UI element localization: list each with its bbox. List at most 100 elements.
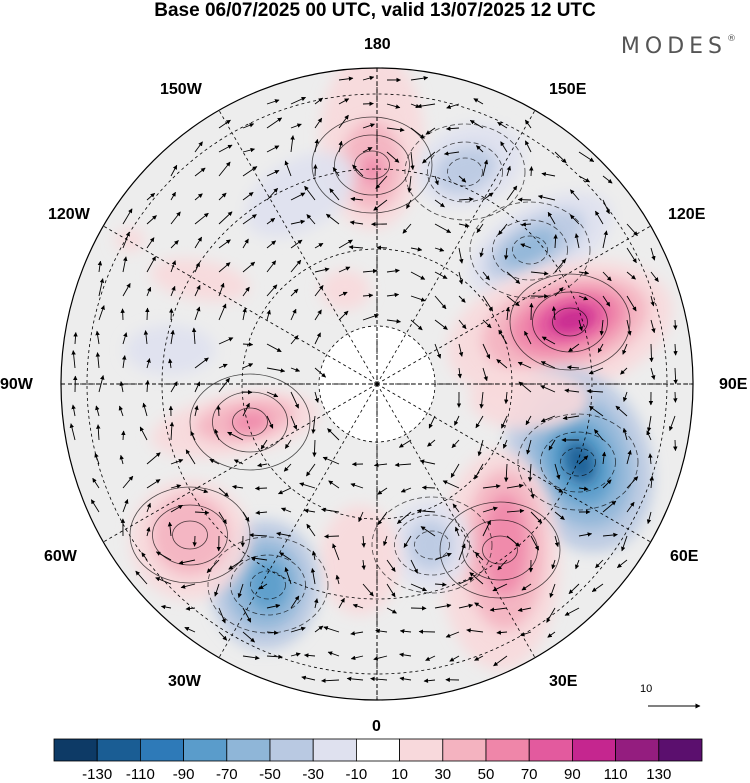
wind-vector bbox=[597, 343, 604, 353]
colorbar-segment bbox=[226, 738, 271, 762]
wind-vector bbox=[386, 151, 400, 163]
wind-vector bbox=[547, 211, 556, 225]
wind-vector bbox=[425, 655, 436, 661]
wind-vector bbox=[615, 405, 628, 417]
wind-vector bbox=[329, 188, 340, 201]
wind-vector bbox=[233, 459, 244, 465]
wind-vector bbox=[242, 655, 260, 660]
wind-vector bbox=[650, 295, 655, 307]
wind-vector bbox=[386, 607, 397, 614]
wind-vector bbox=[218, 337, 234, 345]
wind-vector bbox=[386, 292, 400, 298]
wind-vector bbox=[446, 103, 460, 109]
wind-vector bbox=[266, 603, 281, 609]
wind-vector bbox=[94, 452, 100, 465]
wind-vector bbox=[434, 271, 448, 279]
wind-vector bbox=[506, 295, 520, 307]
wind-vector bbox=[266, 217, 276, 225]
wind-vector bbox=[540, 415, 556, 423]
wind-vector bbox=[242, 123, 255, 129]
wind-vector bbox=[591, 583, 604, 592]
wind-vector bbox=[332, 167, 340, 177]
wind-vector bbox=[423, 678, 436, 683]
wind-vector bbox=[362, 293, 374, 298]
contour-line bbox=[552, 307, 588, 337]
wind-vector bbox=[284, 567, 292, 585]
wind-vector bbox=[458, 343, 464, 357]
wind-vector bbox=[578, 175, 591, 183]
lon-label-90W: 90W bbox=[0, 376, 33, 393]
wind-vector bbox=[314, 332, 321, 345]
lon-label-30E: 30E bbox=[549, 673, 578, 690]
wind-vector bbox=[146, 215, 157, 225]
wind-vector bbox=[122, 256, 128, 273]
wind-vector bbox=[549, 583, 556, 598]
wind-vector bbox=[564, 607, 580, 616]
wind-vector bbox=[98, 375, 105, 393]
wind-vector bbox=[190, 431, 196, 441]
wind-vector bbox=[498, 329, 508, 345]
wind-vector bbox=[474, 655, 484, 661]
wind-vector bbox=[541, 336, 556, 345]
wind-vector bbox=[194, 405, 199, 417]
wind-vector bbox=[482, 319, 492, 329]
wind-vector bbox=[323, 626, 340, 633]
wind-vector bbox=[370, 676, 388, 682]
wind-vector bbox=[482, 520, 491, 537]
wind-vector bbox=[279, 552, 292, 561]
colorbar-tick-label: -10 bbox=[345, 766, 368, 783]
wind-vector bbox=[71, 404, 76, 417]
lon-label-0: 0 bbox=[372, 718, 381, 735]
colorbar-tick-label: 110 bbox=[603, 766, 628, 783]
contour-line bbox=[447, 157, 483, 187]
wind-vector bbox=[482, 295, 494, 312]
wind-vector bbox=[350, 655, 364, 661]
colorbar-tick-label: 10 bbox=[391, 766, 408, 783]
wind-vector bbox=[602, 271, 612, 282]
wind-vector bbox=[554, 487, 564, 493]
wind-vector bbox=[458, 577, 474, 585]
wind-vector bbox=[410, 247, 423, 252]
wind-vector bbox=[458, 295, 466, 303]
colorbar-segment bbox=[312, 738, 357, 762]
wind-vector bbox=[170, 191, 176, 201]
wind-vector bbox=[492, 583, 508, 592]
wind-vector bbox=[121, 355, 127, 369]
wind-vector bbox=[242, 342, 254, 347]
wind-vector bbox=[626, 295, 637, 312]
wind-vector bbox=[314, 391, 320, 403]
wind-vector bbox=[617, 559, 628, 568]
wind-vector bbox=[257, 462, 268, 468]
wind-vector bbox=[454, 415, 460, 426]
wind-vector bbox=[375, 175, 388, 189]
contour-line bbox=[469, 201, 591, 299]
wind-vector bbox=[458, 319, 467, 330]
contour-line bbox=[172, 520, 208, 550]
wind-vector bbox=[266, 654, 283, 660]
wind-vector bbox=[232, 484, 244, 490]
wind-vector bbox=[477, 439, 484, 457]
wind-vector bbox=[443, 151, 460, 156]
meridian-line bbox=[218, 383, 378, 658]
wind-vector bbox=[281, 507, 292, 513]
wind-vector bbox=[469, 572, 484, 585]
wind-vector bbox=[361, 535, 366, 548]
wind-vector bbox=[410, 75, 429, 81]
wind-vector bbox=[349, 220, 364, 225]
wind-vector bbox=[568, 343, 580, 353]
colorbar-tick-label: 90 bbox=[564, 766, 581, 783]
wind-vector bbox=[122, 208, 133, 225]
wind-vector bbox=[407, 175, 412, 193]
wind-vector bbox=[564, 388, 580, 393]
wind-vector bbox=[449, 655, 460, 662]
wind-vector bbox=[570, 214, 580, 225]
wind-vector bbox=[498, 223, 508, 236]
wind-vector bbox=[417, 103, 436, 109]
wind-vector bbox=[568, 583, 580, 595]
wind-vector bbox=[410, 127, 425, 139]
wind-vector bbox=[578, 532, 593, 537]
wind-vector bbox=[97, 260, 103, 273]
reference-vector-label: 10 bbox=[640, 683, 653, 695]
anomaly-blob bbox=[564, 440, 596, 484]
wind-vector bbox=[313, 598, 319, 609]
